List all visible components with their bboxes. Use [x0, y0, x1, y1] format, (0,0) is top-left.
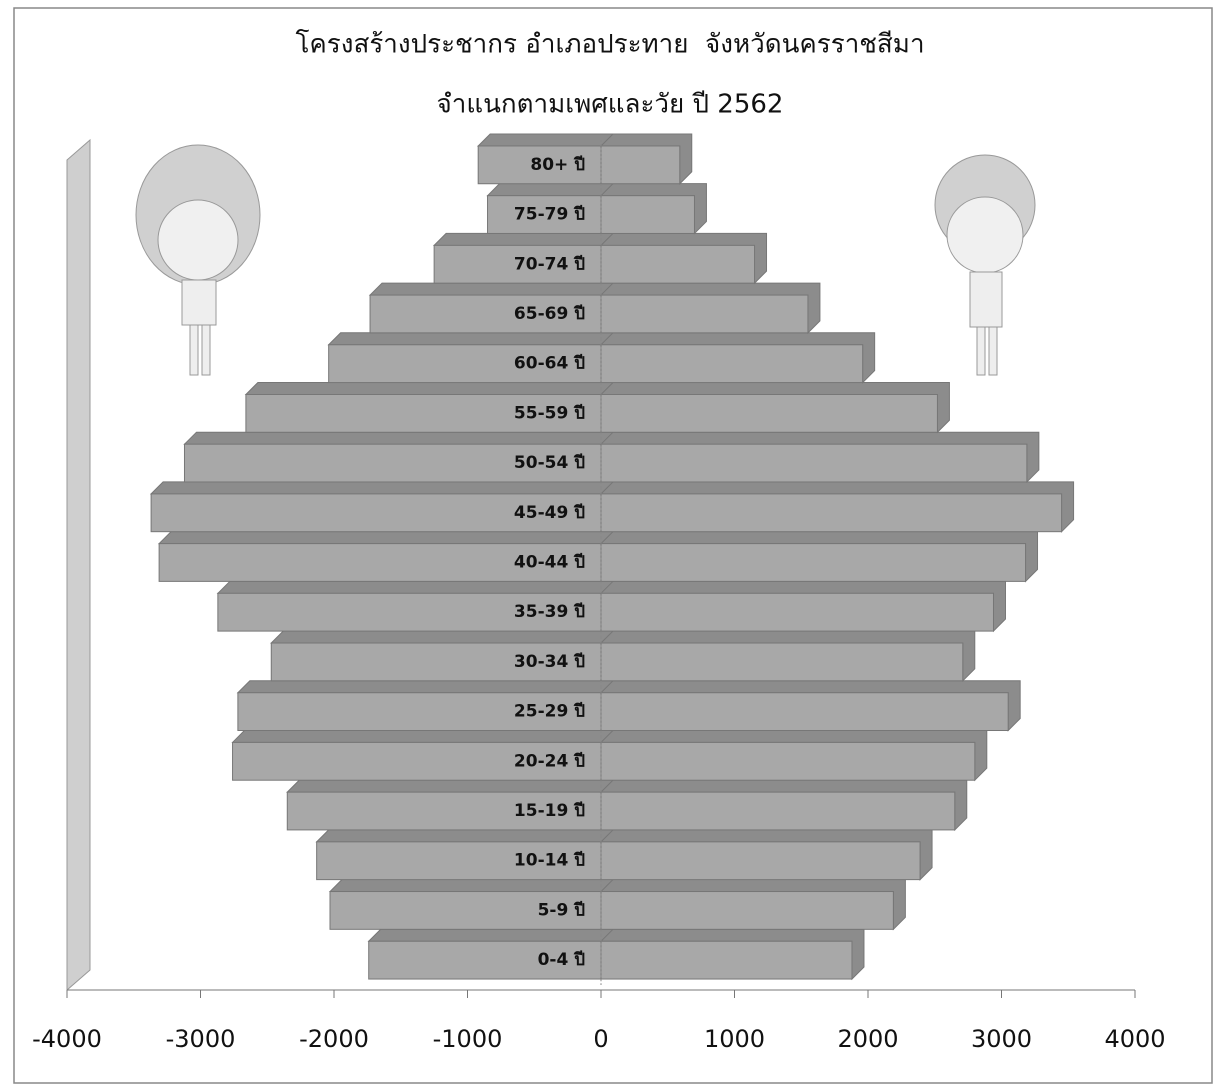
bar: [600, 294, 809, 334]
category-label: 80+ ปี: [530, 154, 585, 175]
bar: [329, 891, 602, 930]
side-wall: [66, 138, 91, 992]
girl-figure: [135, 144, 261, 376]
category-label: 30-34 ปี: [514, 651, 585, 672]
x-tick-label: -1000: [433, 1025, 503, 1053]
category-label: 70-74 ปี: [514, 253, 585, 274]
bar: [600, 642, 964, 682]
bar: [600, 940, 853, 980]
x-tick-label: -2000: [299, 1025, 369, 1053]
bar: [368, 940, 602, 980]
bar: [270, 642, 602, 682]
x-tick-label: 3000: [971, 1025, 1032, 1053]
category-label: 10-14 ปี: [514, 850, 585, 871]
category-label: 0-4 ปี: [538, 949, 586, 970]
bar: [158, 543, 602, 582]
boy-figure: [934, 154, 1036, 376]
category-label: 15-19 ปี: [514, 800, 585, 821]
bar: [369, 294, 602, 334]
category-label: 35-39 ปี: [514, 601, 585, 622]
x-tick-label: -4000: [32, 1025, 102, 1053]
bar: [433, 244, 602, 284]
bar: [183, 443, 602, 483]
bar: [600, 244, 756, 284]
bar: [286, 791, 602, 831]
chart-title: โครงสร้างประชากร อำเภอประทาย จังหวัดนครร…: [295, 29, 924, 60]
bar: [150, 493, 602, 533]
bar: [600, 344, 864, 384]
x-tick-label: 4000: [1104, 1025, 1165, 1053]
bar: [237, 692, 602, 732]
x-tick-label: 1000: [704, 1025, 765, 1053]
x-tick-label: 0: [593, 1025, 608, 1053]
category-label: 75-79 ปี: [514, 204, 585, 225]
bar: [600, 692, 1009, 732]
bar: [600, 195, 695, 234]
bar: [600, 543, 1027, 582]
bar: [600, 443, 1028, 483]
category-label: 50-54 ปี: [514, 452, 585, 473]
category-label: 60-64 ปี: [514, 353, 585, 374]
bar: [600, 791, 956, 831]
bar: [600, 891, 894, 930]
category-label: 5-9 ปี: [538, 899, 586, 920]
bar: [316, 841, 602, 881]
x-tick-label: 2000: [837, 1025, 898, 1053]
bar: [600, 592, 994, 632]
category-label: 20-24 ปี: [514, 750, 585, 771]
bar: [600, 841, 921, 881]
category-label: 25-29 ปี: [514, 701, 585, 722]
category-label: 45-49 ปี: [514, 502, 585, 523]
bar: [600, 493, 1063, 533]
category-label: 65-69 ปี: [514, 303, 585, 324]
x-tick-label: -3000: [166, 1025, 236, 1053]
bar: [217, 592, 602, 632]
bar: [600, 393, 938, 433]
chart-subtitle: จำแนกตามเพศและวัย ปี 2562: [437, 90, 784, 120]
category-label: 55-59 ปี: [514, 402, 585, 423]
category-label: 40-44 ปี: [514, 552, 585, 573]
bar: [600, 741, 976, 781]
bar: [600, 145, 681, 185]
bar: [245, 393, 602, 433]
